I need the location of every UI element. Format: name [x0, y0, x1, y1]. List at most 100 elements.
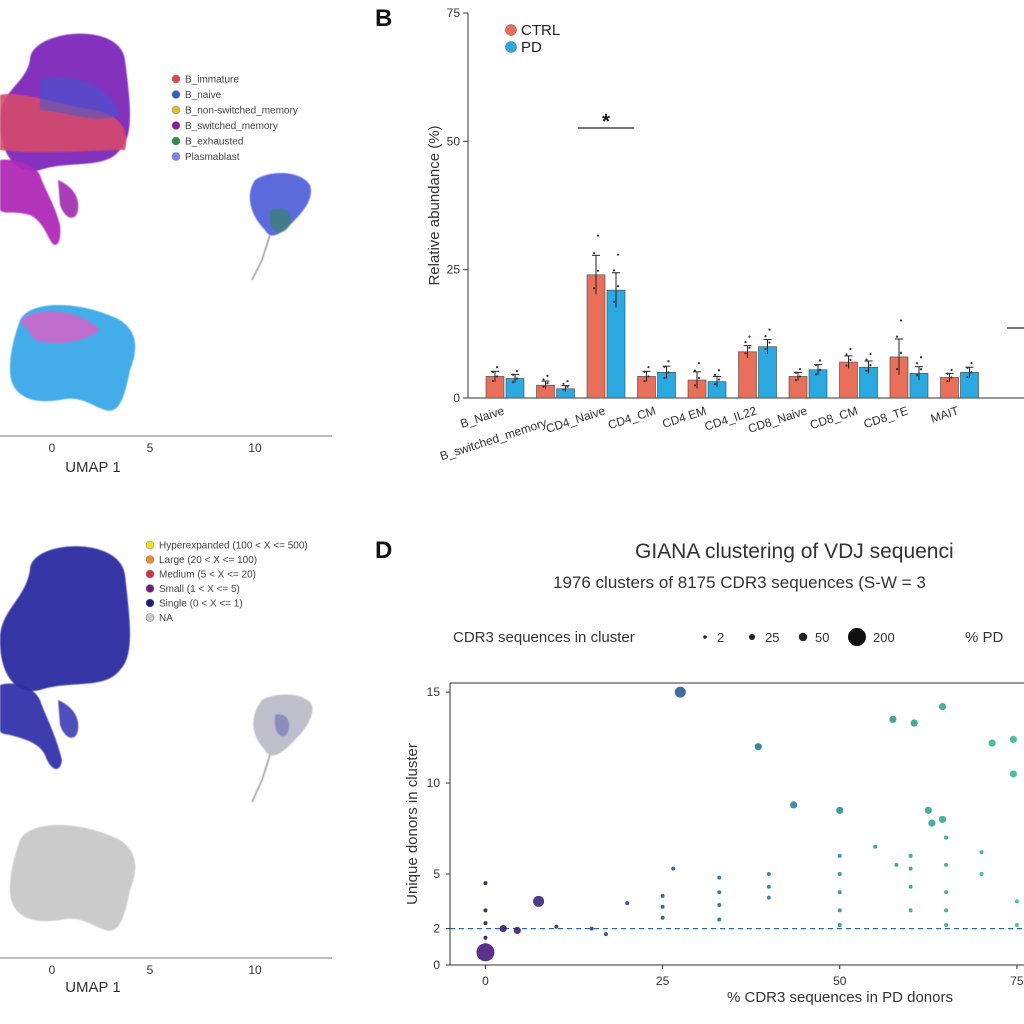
- sample-dot: [562, 382, 565, 386]
- scatter-point: [660, 893, 665, 898]
- umap-a-legend-label: Plasmablast: [185, 152, 240, 163]
- y-tick-label: 75: [447, 6, 461, 20]
- umap-c-legend-swatch: [145, 584, 155, 593]
- scatter-point: [1014, 922, 1019, 927]
- umap-cluster-bottom: [10, 305, 136, 411]
- sample-dot: [511, 381, 515, 384]
- umap-a-legend-swatch: [171, 121, 181, 130]
- size-legend-dot: [798, 632, 808, 642]
- sample-dot: [546, 374, 549, 377]
- scatter-point: [1014, 899, 1019, 904]
- panel-d-title: GIANA clustering of VDJ sequenci: [635, 540, 954, 563]
- umap-a-legend: B_immature B_naive B_non-switched_memory B_…: [171, 74, 298, 163]
- umap-a-legend-swatch: [171, 74, 181, 84]
- x-tick-label: B_Naive: [458, 403, 506, 430]
- sample-dot: [845, 364, 848, 367]
- sample-dot: [713, 373, 717, 376]
- sample-dot: [794, 379, 798, 382]
- scatter-point: [837, 922, 842, 927]
- scatter-point: [603, 932, 608, 937]
- scatter-point: [988, 739, 996, 747]
- y-axis-title: Relative abundance (%): [426, 125, 443, 285]
- x-tick-label: CD4_Naive: [544, 403, 607, 435]
- umap-c-legend-label: NA: [159, 613, 173, 624]
- umap-c-legend-label: Small (1 < X <= 5): [159, 584, 240, 595]
- scatter-point: [924, 806, 932, 814]
- sample-dot: [566, 385, 569, 388]
- sample-dot: [818, 368, 822, 371]
- scatter-point: [717, 875, 722, 880]
- sample-dot: [966, 375, 969, 379]
- scatter-point: [499, 925, 507, 933]
- sample-dot: [515, 370, 519, 373]
- x-tick-label: CD4 EM: [660, 404, 707, 431]
- sample-dot: [768, 341, 771, 344]
- sample-dot: [869, 352, 872, 356]
- sample-dot: [869, 364, 872, 367]
- umap-cluster-right: [249, 173, 311, 281]
- sample-dot: [748, 335, 751, 338]
- sample-dot: [667, 371, 670, 374]
- umap-c-legend-label: Medium (5 < X <= 20): [159, 570, 256, 581]
- sample-dot: [970, 371, 973, 374]
- sample-dot: [693, 384, 697, 387]
- sample-dot: [919, 356, 923, 359]
- scatter-point: [928, 819, 936, 827]
- scatter-point: [790, 801, 798, 809]
- sample-dot: [895, 335, 899, 338]
- sample-dot: [616, 284, 620, 288]
- sample-dot: [491, 370, 495, 373]
- x-tick-label: CD4_CM: [606, 404, 657, 433]
- sample-dot: [647, 366, 650, 369]
- scatter-point: [1009, 770, 1017, 778]
- umap-c-xticks: 0 5 10: [49, 963, 262, 977]
- scatter-point: [938, 703, 947, 711]
- umap-c-legend-swatch: [145, 569, 155, 579]
- legend-swatch-ctrl: [505, 24, 517, 36]
- sample-dot: [768, 328, 771, 331]
- scatter-point: [837, 853, 842, 858]
- sample-dot: [950, 376, 953, 379]
- size-legend-dot: [749, 634, 755, 640]
- scatter-point: [533, 895, 545, 907]
- sample-dot: [697, 362, 701, 365]
- umap-a-legend-swatch: [171, 105, 181, 115]
- scatter-point: [1009, 735, 1017, 743]
- umap-c-legend-swatch: [145, 555, 155, 564]
- umap-c-legend-label: Hyperexpanded (100 < X <= 500): [159, 541, 308, 552]
- sample-dot: [515, 377, 519, 380]
- umap-a-legend-label: B_non-switched_memory: [185, 106, 298, 117]
- x-tick-label: B_switched_memory: [438, 416, 548, 464]
- sample-dot: [491, 379, 495, 383]
- umap-a-xticks: 0 5 10: [49, 441, 262, 455]
- umap-c-legend-swatch: [145, 598, 155, 608]
- scatter-point: [476, 943, 495, 962]
- umap-a-legend-label: B_naive: [185, 90, 222, 101]
- bar-ctrl: [738, 351, 757, 399]
- umap-a-legend-swatch: [171, 136, 181, 146]
- umap-a-legend-label: B_exhausted: [185, 137, 243, 148]
- sample-dot: [865, 358, 868, 361]
- scatter-point: [938, 815, 947, 824]
- sample-dot: [849, 347, 852, 351]
- umap-c-legend-label: Single (0 < X <= 1): [159, 599, 243, 610]
- scatter-point: [944, 908, 949, 913]
- sample-dot: [764, 334, 767, 338]
- y-tick-label: 2: [433, 922, 440, 936]
- size-legend: CDR3 sequences in cluster 2 25 50 200 % …: [453, 628, 1004, 646]
- sample-dot: [495, 366, 499, 369]
- umap-c-cluster-right: [251, 694, 313, 803]
- scatter-point: [944, 835, 949, 840]
- scatter-point: [836, 806, 844, 814]
- scatter-point: [910, 719, 918, 727]
- size-legend-value: 50: [815, 630, 829, 645]
- panel-a-umap: B_immature B_naive B_non-switched_memory B_…: [0, 33, 332, 476]
- scatter-point: [554, 924, 559, 929]
- umap-cluster-large: [0, 33, 130, 245]
- sample-dot: [764, 347, 767, 351]
- sample-dot: [865, 369, 868, 372]
- panel-d-letter: D: [375, 537, 392, 564]
- scatter-point: [837, 890, 842, 895]
- sample-dot: [946, 380, 949, 383]
- panel-c-umap: Hyperexpanded (100 < X <= 500) Large (20 …: [0, 541, 332, 996]
